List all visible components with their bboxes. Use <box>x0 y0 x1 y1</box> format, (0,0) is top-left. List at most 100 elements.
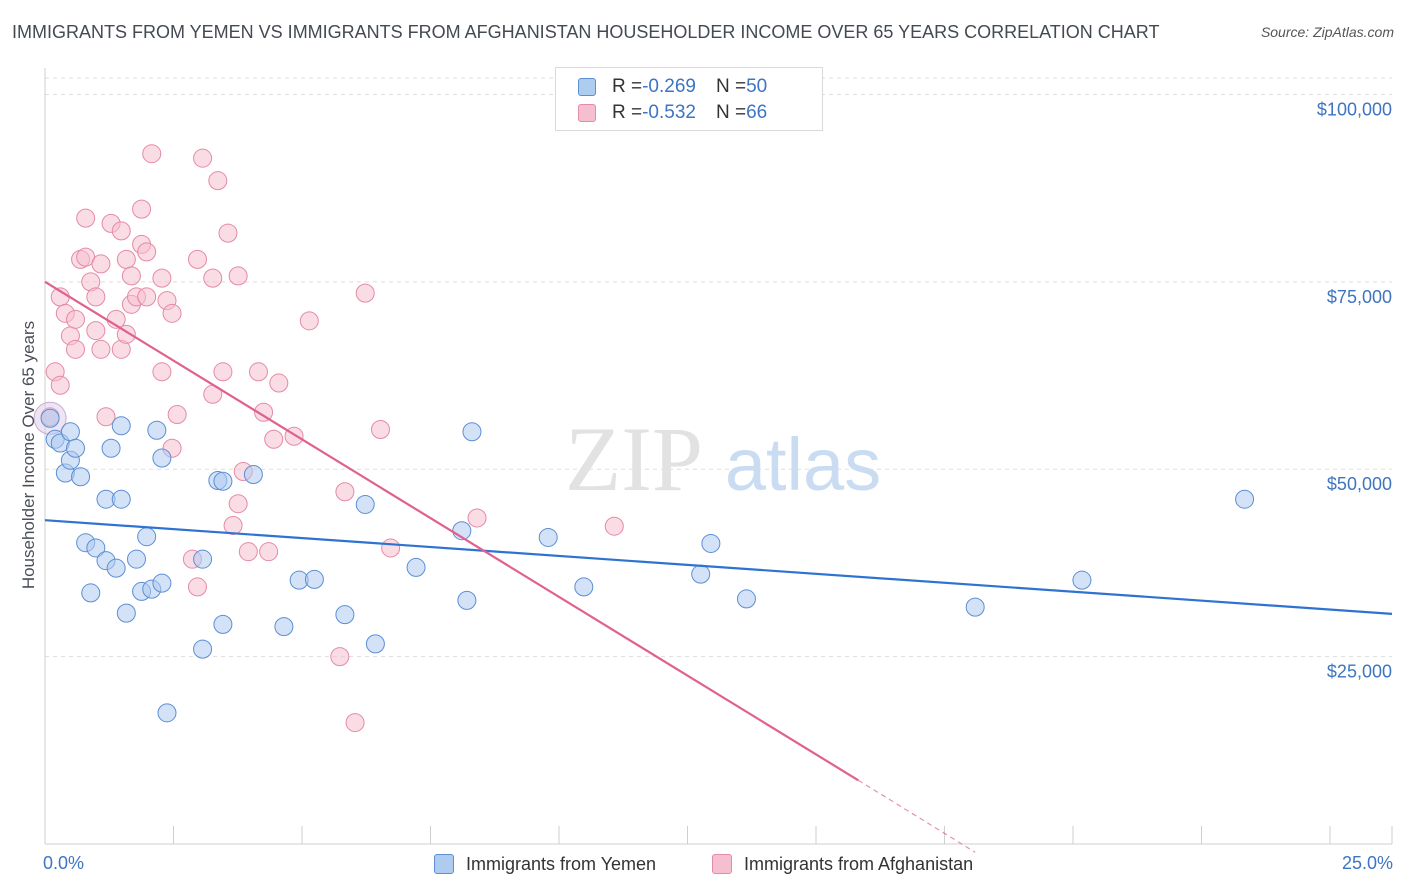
afghanistan-point <box>137 242 157 262</box>
afghanistan-point <box>264 429 284 449</box>
afghanistan-point <box>76 208 96 228</box>
tick-labels: $25,000 $50,000 $75,000 $100,000 0.0% 25.0% <box>43 99 1393 873</box>
yemen-point <box>1072 570 1092 590</box>
afghanistan-point <box>203 268 223 288</box>
afghanistan-point <box>370 420 390 440</box>
legend-n-label: N = <box>715 76 747 97</box>
yemen-point <box>457 590 477 610</box>
afghanistan-point <box>152 268 172 288</box>
legend-n-label: N = <box>715 102 747 123</box>
yemen-point <box>152 573 172 593</box>
yemen-point <box>126 549 146 569</box>
legend-swatch-yemen <box>578 78 596 96</box>
yemen-point <box>213 471 233 491</box>
yemen-point <box>538 527 558 547</box>
afghanistan-point <box>299 311 319 331</box>
afghanistan-point <box>223 515 243 535</box>
yemen-point <box>304 569 324 589</box>
afghanistan-point <box>116 249 136 269</box>
afghanistan-point <box>254 402 274 422</box>
x-tick-label: 0.0% <box>43 853 84 873</box>
afghanistan-point <box>86 321 106 341</box>
afghanistan-point <box>228 266 248 286</box>
correlation-legend: R = -0.269 N = 50 R = -0.532 N = 66 <box>555 67 823 131</box>
gridlines <box>45 77 1392 658</box>
yemen-point <box>65 438 85 458</box>
y-tick-label: $100,000 <box>1317 99 1392 119</box>
bottom-legend-label-afghanistan: Immigrants from Afghanistan <box>744 853 974 874</box>
afghanistan-point <box>335 482 355 502</box>
afghanistan-point <box>269 373 289 393</box>
legend-row-afghanistan: R = -0.532 N = 66 <box>578 101 767 125</box>
trend-lines <box>44 280 1393 853</box>
watermark-zip: ZIP <box>565 408 703 510</box>
yemen-point <box>157 703 177 723</box>
yemen-point <box>1235 489 1255 509</box>
yemen-point <box>462 422 482 442</box>
afghanistan-point <box>86 287 106 307</box>
afghanistan-point <box>259 542 279 562</box>
afghanistan-point <box>228 494 248 514</box>
y-axis-label: Householder Income Over 65 years <box>19 321 38 589</box>
afghanistan-point <box>137 287 157 307</box>
afghanistan-point <box>208 171 228 191</box>
afghanistan-point <box>167 405 187 425</box>
afghanistan-point <box>213 362 233 382</box>
afghanistan-point <box>355 283 375 303</box>
yemen-points <box>40 408 1255 723</box>
afghanistan-point <box>187 249 207 269</box>
afghanistan-point <box>91 339 111 359</box>
bottom-legend-swatch-afghanistan <box>712 854 732 874</box>
yemen-point <box>137 527 157 547</box>
legend-r-value: -0.532 <box>642 102 696 123</box>
afghanistan-trend-line <box>44 280 859 782</box>
bottom-legend-swatch-yemen <box>434 854 454 874</box>
y-tick-label: $50,000 <box>1327 474 1392 494</box>
yemen-point <box>365 634 385 654</box>
yemen-point <box>111 416 131 436</box>
watermark-atlas: atlas <box>725 423 881 506</box>
yemen-point <box>213 614 233 634</box>
chart-source: Source: ZipAtlas.com <box>1260 24 1394 40</box>
yemen-point <box>101 438 121 458</box>
yemen-point <box>152 448 172 468</box>
legend-n-value: 50 <box>746 76 768 97</box>
afghanistan-point <box>248 362 268 382</box>
yemen-point <box>116 603 136 623</box>
yemen-point <box>40 408 60 428</box>
afghanistan-points <box>33 144 624 733</box>
legend-n-value: 66 <box>746 102 768 123</box>
legend-r-value: -0.269 <box>642 76 696 97</box>
afghanistan-point <box>604 516 624 536</box>
afghanistan-point <box>96 407 116 427</box>
legend-r-label: R = <box>612 76 643 97</box>
yemen-point <box>691 564 711 584</box>
yemen-point <box>274 617 294 637</box>
yemen-point <box>701 533 721 553</box>
bottom-legend-label-yemen: Immigrants from Yemen <box>466 853 657 874</box>
afghanistan-point <box>111 221 131 241</box>
afghanistan-point <box>65 339 85 359</box>
afghanistan-point <box>330 647 350 667</box>
yemen-point <box>406 557 426 577</box>
yemen-point <box>965 597 985 617</box>
legend-row-yemen: R = -0.269 N = 50 <box>578 75 767 99</box>
axes <box>44 68 1393 845</box>
yemen-trend-line <box>44 519 1393 615</box>
legend-swatch-afghanistan <box>578 104 596 122</box>
yemen-point <box>574 577 594 597</box>
afghanistan-point <box>121 266 141 286</box>
yemen-point <box>193 549 213 569</box>
yemen-point <box>355 494 375 514</box>
afghanistan-point <box>218 223 238 243</box>
yemen-point <box>86 538 106 558</box>
x-tick-label: 25.0% <box>1342 853 1393 873</box>
afghanistan-point <box>345 713 365 733</box>
yemen-point <box>193 639 213 659</box>
afghanistan-point <box>193 148 213 168</box>
legend-r-label: R = <box>612 102 643 123</box>
afghanistan-point <box>132 199 152 219</box>
chart-title: IMMIGRANTS FROM YEMEN VS IMMIGRANTS FROM… <box>12 22 1160 42</box>
yemen-point <box>81 583 101 603</box>
